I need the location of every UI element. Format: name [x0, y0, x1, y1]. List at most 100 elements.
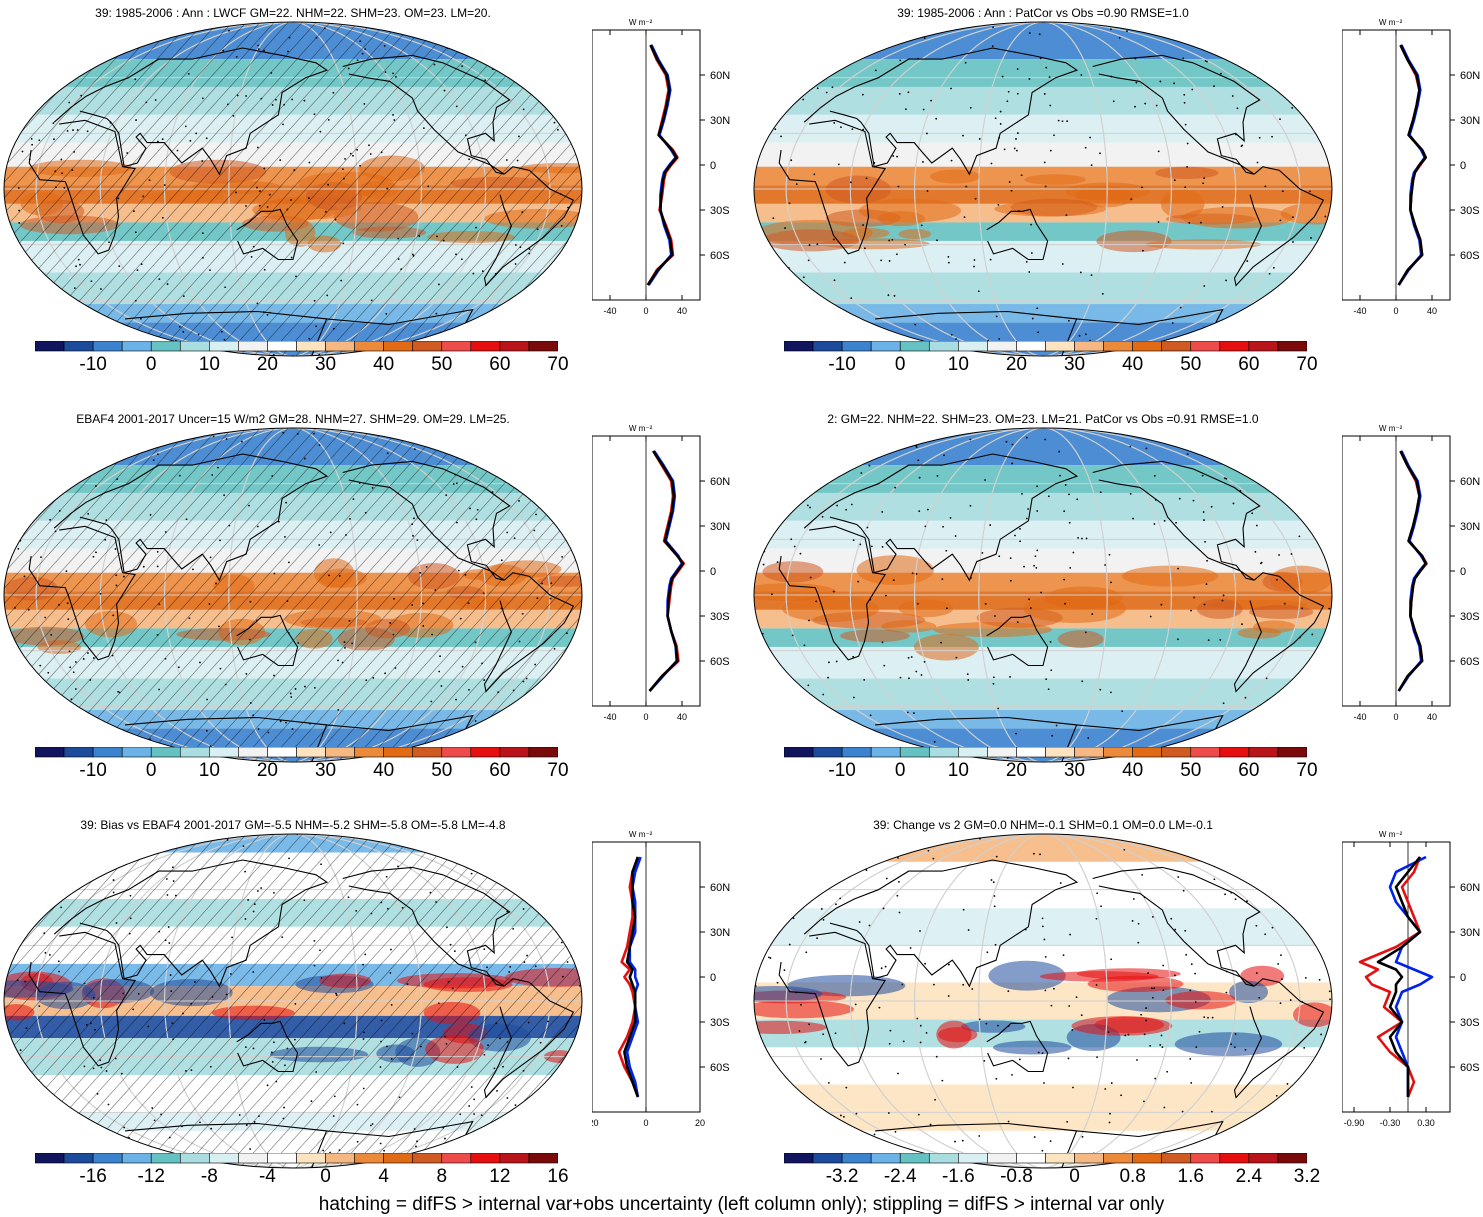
stipple	[863, 678, 866, 681]
stipple	[1013, 147, 1016, 150]
stipple	[74, 661, 77, 663]
stipple	[136, 269, 139, 271]
stipple	[1247, 851, 1250, 854]
stipple	[544, 442, 547, 445]
stipple	[1153, 523, 1156, 525]
stipple	[804, 1041, 806, 1044]
stipple	[464, 573, 467, 576]
coastline	[125, 308, 474, 356]
stipple	[582, 649, 584, 651]
stipple	[329, 531, 332, 534]
stipple	[1277, 963, 1280, 965]
stipple	[349, 152, 352, 155]
stipple	[446, 926, 448, 929]
coastline	[1092, 54, 1261, 175]
stipple	[864, 737, 867, 740]
field-band	[754, 59, 1332, 87]
colorbar-label: 4	[378, 1166, 389, 1187]
stipple	[1137, 941, 1140, 944]
stipple	[449, 943, 452, 946]
stipple	[60, 906, 63, 909]
stipple	[1143, 1033, 1146, 1036]
stipple	[390, 1003, 393, 1006]
stipple	[546, 726, 549, 729]
stipple	[1246, 260, 1249, 262]
stipple	[855, 1112, 858, 1115]
stipple	[940, 641, 942, 644]
hatching	[405, 834, 582, 1168]
stipple	[344, 157, 346, 160]
stipple	[849, 181, 852, 184]
stipple	[1062, 954, 1065, 956]
profile-x-label: 40	[677, 712, 687, 722]
hatching	[405, 428, 582, 762]
stipple	[1159, 80, 1162, 83]
stipple	[34, 105, 36, 108]
stipple	[315, 325, 318, 328]
stipple	[1203, 603, 1206, 606]
panel-title: 2: GM=22. NHM=22. SHM=23. OM=23. LM=21. …	[827, 412, 1259, 426]
stipple	[1258, 996, 1261, 999]
stipple	[909, 947, 912, 949]
stipple	[1033, 1136, 1036, 1138]
stipple	[294, 1003, 297, 1005]
stipple	[314, 686, 316, 689]
stipple	[1189, 1058, 1192, 1060]
stipple	[286, 208, 289, 211]
stipple	[206, 698, 208, 701]
stipple	[1030, 223, 1033, 226]
stipple	[850, 503, 853, 506]
hatching	[377, 834, 582, 1168]
stipple	[383, 44, 386, 47]
stipple	[355, 910, 358, 912]
stipple	[1030, 607, 1032, 609]
stipple	[238, 1114, 241, 1116]
stipple	[806, 716, 809, 719]
stipple	[220, 981, 222, 984]
stipple	[142, 565, 145, 568]
colorbar-swatch	[209, 746, 239, 758]
stipple	[1044, 438, 1047, 441]
map-plot	[753, 21, 1333, 357]
stipple	[869, 714, 872, 717]
stipple	[411, 523, 414, 526]
stipple	[990, 162, 993, 165]
stipple	[558, 1093, 561, 1095]
stipple	[1130, 198, 1133, 201]
stipple	[176, 149, 179, 152]
hatching	[4, 428, 249, 762]
stipple	[1037, 331, 1040, 334]
stipple	[111, 654, 114, 657]
stipple	[1184, 186, 1187, 189]
stipple	[1193, 596, 1196, 599]
stipple	[919, 1041, 922, 1044]
stipple	[800, 1003, 802, 1006]
stipple	[105, 1070, 108, 1072]
coastline	[803, 859, 1079, 988]
stipple	[445, 494, 448, 496]
stipple	[950, 159, 953, 162]
stipple	[354, 426, 356, 428]
stipple	[266, 1084, 269, 1087]
colorbar-swatch	[987, 1152, 1017, 1164]
stipple	[1329, 998, 1331, 1001]
map-border	[3, 833, 583, 1169]
stipple	[85, 726, 87, 729]
stipple	[1155, 104, 1158, 107]
stipple	[483, 948, 486, 951]
stipple	[962, 134, 964, 137]
stipple	[1059, 882, 1062, 884]
profile-x-label: -40	[1353, 306, 1366, 316]
stipple	[578, 1110, 580, 1113]
stipple	[1064, 602, 1066, 605]
hatching	[223, 834, 529, 1168]
stipple	[1310, 237, 1312, 239]
stipple	[49, 518, 51, 521]
stipple	[95, 551, 97, 554]
stipple	[1076, 498, 1079, 501]
coastline	[28, 931, 137, 1067]
stipple	[77, 258, 80, 261]
profile-lat-label: 0	[710, 972, 716, 984]
stipple	[61, 172, 63, 175]
stipple	[518, 701, 521, 703]
